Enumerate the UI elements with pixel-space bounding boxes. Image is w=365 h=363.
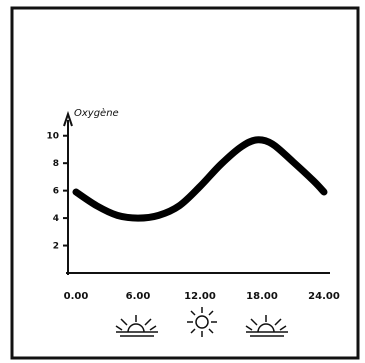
x-tick-label: 18.00 [246,291,278,302]
y-tick-label: 8 [53,159,59,169]
x-tick-label: 12.00 [184,291,216,302]
sunrise-icon [115,315,158,337]
x-tick-label: 0.00 [64,291,89,302]
moon-icon [68,323,75,337]
moon-icon [328,323,335,337]
x-tick-label: 24.00 [308,291,340,302]
x-tick-label: 6.00 [126,291,151,302]
y-axis-arrow [63,110,73,127]
frame-border [10,6,360,360]
y-tick-label: 2 [53,242,59,252]
y-axis-label: Oxygène [74,107,119,119]
y-tick-label: 4 [53,214,59,224]
oxygen-curve [72,136,328,222]
y-tick-label: 10 [46,132,59,142]
y-tick-label: 6 [53,187,59,197]
sun-icon [187,307,217,337]
sunset-icon [245,315,288,337]
